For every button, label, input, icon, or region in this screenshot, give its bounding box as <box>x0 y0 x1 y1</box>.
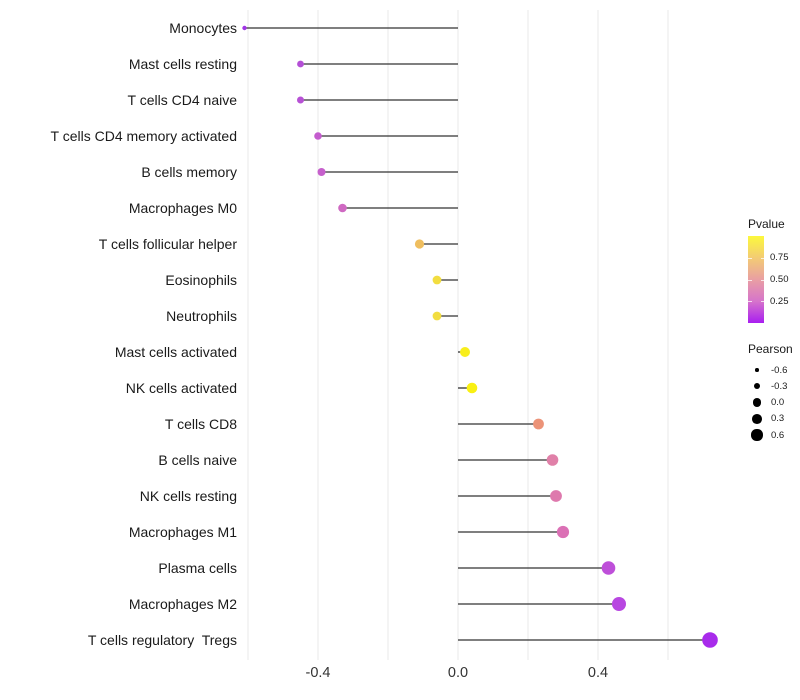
x-tick-label: 0.4 <box>588 665 608 681</box>
x-tick-label: -0.4 <box>306 665 331 681</box>
pearson-dot <box>338 203 347 213</box>
cell-type-label: T cells CD8 <box>165 416 237 432</box>
size-legend-label: -0.3 <box>771 380 788 392</box>
pearson-dot <box>533 418 544 430</box>
size-legend-dot <box>752 413 762 424</box>
pearson-dot <box>550 490 562 502</box>
pearson-dot <box>317 168 326 176</box>
pvalue-legend-title: Pvalue <box>748 217 785 231</box>
colorbar-tick-label: 0.75 <box>770 252 789 264</box>
pearson-dot <box>466 382 478 394</box>
size-legend-dot <box>752 398 762 407</box>
cell-type-label: T cells CD4 memory activated <box>51 128 237 144</box>
pearson-dot <box>297 60 304 68</box>
pearson-dot <box>414 239 425 249</box>
x-tick-label: 0.0 <box>448 665 468 681</box>
pearson-dot <box>460 347 470 357</box>
pearson-dot <box>314 132 322 140</box>
cell-type-label: Plasma cells <box>158 560 237 576</box>
cell-type-label: B cells naive <box>158 452 237 468</box>
size-legend-dot <box>755 368 759 372</box>
colorbar-tickmark <box>748 279 752 281</box>
colorbar-tickmark <box>748 301 752 303</box>
pearson-dot <box>546 454 559 466</box>
pvalue-colorbar <box>748 236 764 323</box>
cell-type-label: T cells follicular helper <box>99 236 238 252</box>
cell-type-label: Mast cells resting <box>129 56 237 72</box>
size-legend-label: 0.3 <box>771 413 785 425</box>
pearson-dot <box>612 597 626 611</box>
pearson-dot <box>297 96 304 104</box>
size-legend-label: 0.0 <box>771 397 785 408</box>
cell-type-label: Eosinophils <box>165 272 237 288</box>
colorbar-tick-label: 0.50 <box>770 274 789 285</box>
pearson-dot <box>242 25 247 31</box>
cell-type-label: Monocytes <box>169 20 237 36</box>
colorbar-tick-label: 0.25 <box>770 295 789 307</box>
pearson-legend-title: Pearson <box>748 342 793 356</box>
cell-type-label: Macrophages M2 <box>129 596 237 612</box>
colorbar-tickmark <box>748 257 752 259</box>
cell-type-label: Mast cells activated <box>115 344 237 360</box>
pearson-dot <box>601 561 616 575</box>
pearson-dot <box>556 525 570 539</box>
cell-type-label: NK cells activated <box>126 380 237 396</box>
cell-type-label: Macrophages M0 <box>129 200 237 216</box>
colorbar-tickmark <box>760 257 764 259</box>
cell-type-label: T cells CD4 naive <box>128 92 238 108</box>
size-legend-dot <box>751 429 763 441</box>
pearson-dot <box>702 632 718 648</box>
colorbar-tickmark <box>760 301 764 303</box>
colorbar-tickmark <box>760 279 764 281</box>
cell-type-label: Macrophages M1 <box>129 524 237 540</box>
cell-type-label: B cells memory <box>141 164 237 180</box>
cell-type-label: Neutrophils <box>166 308 237 324</box>
pearson-dot <box>432 311 442 321</box>
pearson-dot <box>432 275 442 285</box>
cell-type-label: NK cells resting <box>140 488 237 504</box>
size-legend-dot <box>753 383 761 390</box>
size-legend-label: 0.6 <box>771 429 785 441</box>
cell-type-label: T cells regulatory Tregs <box>88 632 237 648</box>
size-legend-label: -0.6 <box>771 364 788 376</box>
